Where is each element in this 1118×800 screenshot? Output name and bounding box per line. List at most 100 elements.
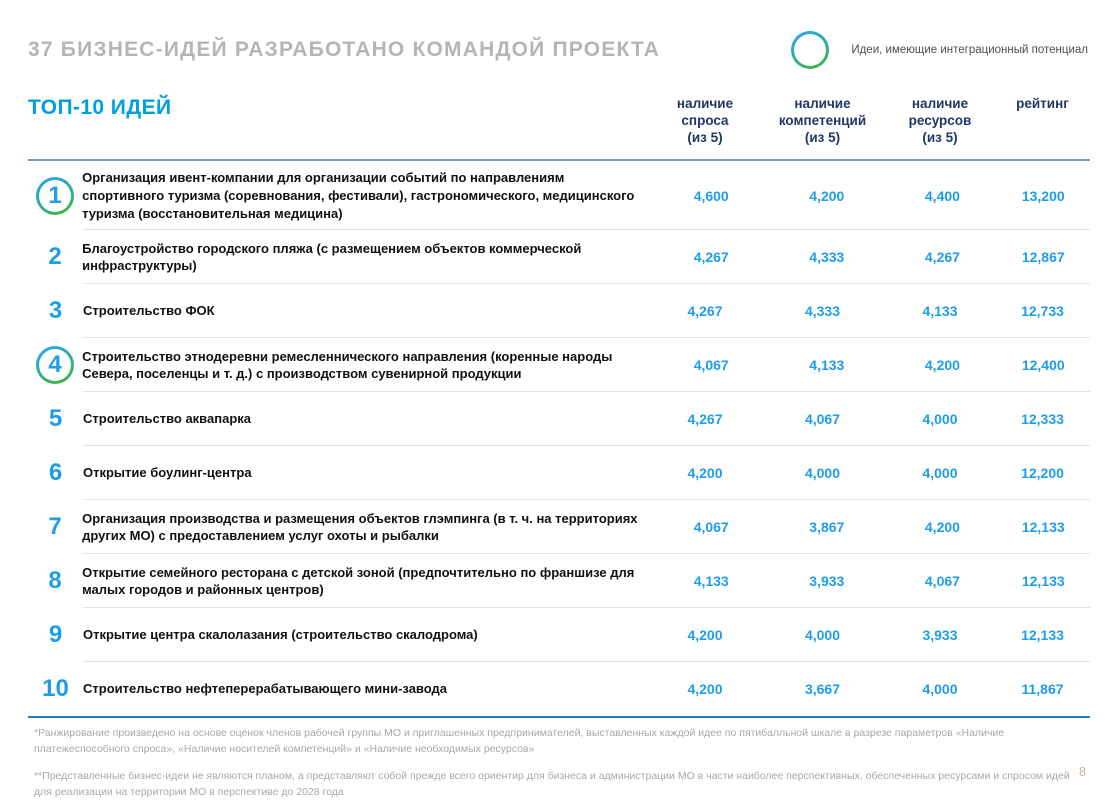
rating-value: 12,133 [1021, 573, 1065, 590]
table-title: ТОП-10 ИДЕЙ [28, 96, 172, 119]
demand-value: 4,200 [687, 465, 723, 482]
idea-text: Благоустройство городского пляжа (с разм… [82, 240, 582, 274]
demand-value: 4,267 [693, 249, 729, 266]
rank-circle-icon: 2 [36, 238, 74, 276]
resources-value: 4,200 [924, 519, 960, 536]
table-header-row: ТОП-10 ИДЕЙ наличие спроса (из 5) наличи… [28, 96, 1090, 161]
rating-value: 12,400 [1021, 357, 1065, 374]
resources-value: 4,133 [922, 303, 958, 320]
resources-value: 4,000 [922, 411, 958, 428]
competencies-value: 3,933 [809, 573, 845, 590]
rank-circle-icon: 10 [37, 670, 75, 708]
rank-number: 3 [48, 297, 63, 325]
rank-circle-icon: 7 [36, 508, 74, 546]
column-header-competencies: наличие компетенций (из 5) [778, 96, 867, 145]
rating-value: 11,867 [1021, 681, 1064, 698]
demand-value: 4,067 [693, 519, 729, 536]
idea-text: Строительство нефтеперерабатывающего мин… [83, 681, 447, 697]
rank-circle-icon: 1 [36, 176, 75, 215]
circle-inner [39, 349, 72, 382]
rank-number: 2 [48, 243, 62, 271]
rating-value: 12,333 [1021, 411, 1064, 428]
rating-value: 12,867 [1021, 249, 1065, 266]
resources-value: 4,067 [924, 573, 960, 590]
rank-cell: 10 [28, 670, 83, 708]
table-row: 1 Организация ивент-компании для организ… [28, 161, 1090, 231]
table-row: 2 Благоустройство городского пляжа (с ра… [28, 230, 1090, 285]
rating-value: 12,200 [1021, 465, 1064, 482]
resources-value: 4,000 [922, 465, 958, 482]
competencies-value: 3,667 [804, 681, 841, 698]
circle-inner [39, 619, 72, 652]
table-row: 5 Строительство аквапарка 4,267 4,067 4,… [28, 392, 1090, 447]
resources-value: 4,267 [924, 249, 960, 266]
footnote-ranking: *Ранжирование произведено на основе оцен… [34, 727, 1005, 756]
rank-cell: 2 [28, 238, 82, 276]
rank-cell: 7 [28, 508, 82, 546]
rank-number: 5 [48, 405, 63, 433]
integration-potential-circle-icon [791, 31, 830, 69]
rank-number: 6 [48, 459, 63, 487]
table-row: 7 Организация производства и размещения … [28, 500, 1090, 555]
table-row: 3 Строительство ФОК 4,267 4,333 4,133 12… [28, 284, 1090, 339]
resources-value: 4,200 [924, 357, 960, 374]
table-row: 10 Строительство нефтеперерабатывающего … [28, 662, 1090, 716]
competencies-value: 3,867 [809, 519, 845, 536]
demand-value: 4,133 [693, 573, 729, 590]
rank-cell: 1 [28, 176, 82, 215]
competencies-value: 4,333 [804, 303, 841, 320]
table-title-cell: ТОП-10 ИДЕЙ [28, 96, 650, 120]
competencies-value: 4,000 [804, 465, 841, 482]
demand-value: 4,200 [687, 681, 723, 698]
demand-value: 4,267 [687, 303, 723, 320]
circle-inner [39, 295, 72, 328]
idea-text: Организация ивент-компании для организац… [82, 169, 635, 221]
rank-circle-icon: 5 [37, 400, 75, 438]
rank-circle-icon: 4 [36, 346, 75, 385]
column-header-demand: наличие спроса (из 5) [676, 96, 734, 145]
competencies-value: 4,000 [804, 627, 841, 644]
circle-inner [39, 179, 72, 212]
competencies-value: 4,133 [809, 357, 845, 374]
table-body: 1 Организация ивент-компании для организ… [28, 161, 1090, 717]
legend: Идеи, имеющие интеграционный потенциал [791, 31, 1090, 69]
idea-text: Строительство аквапарка [83, 411, 251, 427]
page-number: 8 [1079, 765, 1086, 779]
table-row: 9 Открытие центра скалолазания (строител… [28, 608, 1090, 663]
circle-inner [39, 511, 72, 544]
circle-inner [39, 457, 72, 490]
rank-cell: 6 [28, 454, 83, 492]
rating-value: 12,133 [1021, 627, 1064, 644]
legend-label: Идеи, имеющие интеграционный потенциал [851, 44, 1088, 56]
rank-number: 4 [48, 351, 62, 379]
rank-cell: 3 [28, 292, 83, 330]
resources-value: 4,400 [924, 187, 960, 204]
rank-cell: 9 [28, 616, 83, 654]
idea-text: Организация производства и размещения об… [82, 510, 638, 544]
footnotes-section: *Ранжирование произведено на основе оцен… [28, 716, 1090, 800]
circle-inner [39, 241, 72, 274]
column-header-resources: наличие ресурсов (из 5) [908, 96, 972, 145]
circle-inner [39, 673, 72, 706]
rank-number: 8 [48, 567, 62, 595]
rank-number: 1 [48, 181, 62, 209]
idea-text: Строительство ФОК [83, 303, 215, 319]
table-row: 4 Строительство этнодеревни ремесленниче… [28, 338, 1090, 393]
rank-cell: 4 [28, 346, 82, 385]
circle-inner [794, 34, 827, 66]
idea-text: Строительство этнодеревни ремесленническ… [82, 348, 613, 382]
rating-value: 13,200 [1021, 187, 1065, 204]
demand-value: 4,067 [693, 357, 729, 374]
idea-text: Открытие центра скалолазания (строительс… [83, 627, 478, 643]
competencies-value: 4,200 [809, 187, 845, 204]
rank-number: 10 [42, 675, 69, 703]
competencies-value: 4,067 [804, 411, 841, 428]
footnote-disclaimer: **Представленные бизнес-идеи не являются… [34, 769, 1070, 798]
idea-text: Открытие боулинг-центра [83, 465, 252, 481]
rank-circle-icon: 3 [37, 292, 75, 330]
resources-value: 4,000 [922, 681, 958, 698]
column-header-rating: рейтинг [1016, 96, 1069, 111]
competencies-value: 4,333 [809, 249, 845, 266]
rank-number: 9 [48, 621, 63, 649]
